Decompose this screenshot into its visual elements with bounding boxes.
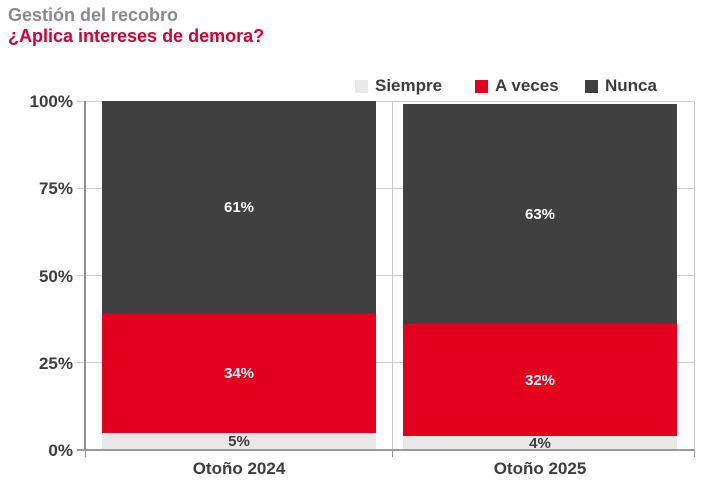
chart-title: Gestión del recobro (8, 5, 179, 25)
bar-value-label: 63% (524, 205, 556, 223)
bar-value-label: 34% (223, 364, 255, 382)
x-axis-line (77, 449, 695, 451)
bar-value-label: 32% (524, 371, 556, 389)
legend-swatch-icon (585, 79, 598, 93)
x-axis-tick (392, 450, 393, 457)
gridline-75 (77, 187, 694, 189)
x-axis-tick (85, 450, 86, 457)
x-axis-category-label: Otoño 2024 (192, 459, 286, 478)
legend-swatch-icon (355, 79, 368, 93)
gridline-25 (77, 362, 694, 364)
gridline-50 (77, 275, 694, 276)
legend-label: Nunca (605, 76, 657, 95)
chart-subtitle: ¿Aplica intereses de demora? (8, 26, 265, 46)
y-tick-label: 25% (38, 353, 73, 373)
legend-item-a-veces: A veces (475, 76, 559, 96)
legend-swatch-icon (475, 79, 488, 93)
bar-segment-a-veces: 32% (403, 324, 677, 437)
bar-segment-siempre: 5% (102, 432, 376, 450)
bar-value-label: 61% (223, 198, 255, 216)
legend-label: Siempre (375, 76, 443, 95)
y-tick-label: 75% (38, 179, 73, 199)
bar-segment-a-veces: 34% (102, 313, 376, 433)
gridline-100 (77, 100, 694, 102)
bar-value-label: 4% (529, 434, 551, 452)
legend-item-nunca: Nunca (585, 76, 657, 96)
legend-item-siempre: Siempre (355, 76, 442, 96)
legend-label: A veces (495, 76, 559, 95)
x-axis-tick (694, 450, 695, 457)
plot-right-border-line (694, 101, 695, 450)
x-axis-category-label: Otoño 2025 (493, 459, 587, 478)
panel-divider-line (392, 101, 393, 450)
bar-value-label: 5% (228, 432, 250, 450)
y-tick-label: 0% (48, 441, 73, 460)
bar-segment-siempre: 4% (403, 434, 677, 452)
bar-segment-nunca: 63% (403, 104, 677, 325)
y-tick-label: 50% (38, 266, 73, 286)
y-tick-label: 100% (29, 92, 73, 111)
bar-segment-nunca: 61% (102, 101, 376, 314)
y-axis-line (84, 101, 86, 450)
